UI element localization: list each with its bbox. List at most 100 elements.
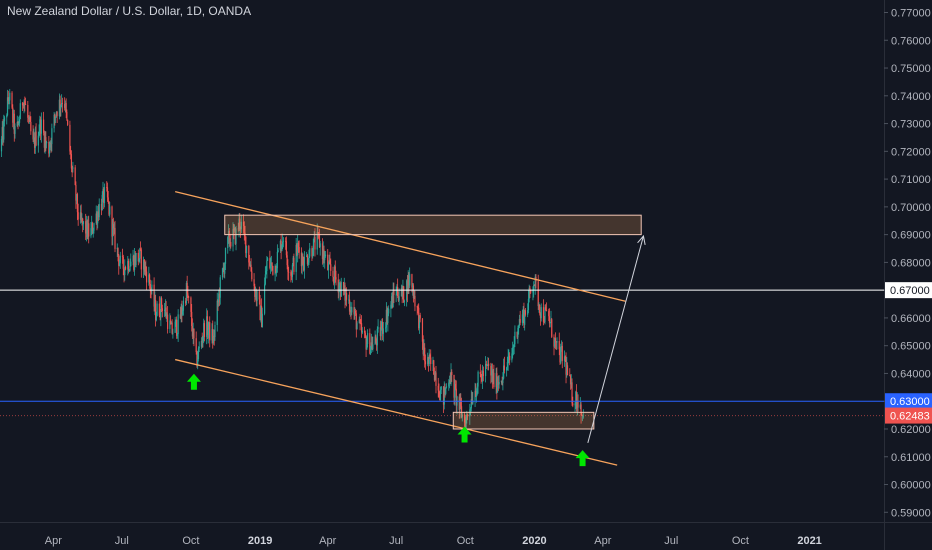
- x-tick-label: Jul: [664, 535, 678, 547]
- candle-body: [124, 266, 127, 270]
- candle-body: [566, 365, 568, 375]
- candle-body: [532, 289, 534, 293]
- candle-body: [82, 218, 84, 225]
- up-arrow-shape: [457, 426, 472, 443]
- up-arrow-marker: [457, 426, 472, 443]
- candle-body: [195, 338, 197, 352]
- candle-body: [277, 250, 279, 252]
- candle-body: [258, 291, 260, 300]
- candle-body: [3, 117, 6, 122]
- candle-body: [85, 220, 88, 234]
- candle-body: [365, 337, 367, 350]
- candle-body: [92, 230, 94, 234]
- candle-body: [17, 121, 19, 124]
- candle-body: [203, 323, 205, 337]
- candle-body: [545, 310, 548, 312]
- candle-body: [416, 306, 418, 308]
- candle-body: [349, 310, 351, 312]
- candle-body: [565, 359, 567, 375]
- price-label-box: [885, 393, 932, 410]
- candle-body: [266, 260, 268, 272]
- candle-body: [358, 319, 360, 324]
- candle-body: [303, 257, 306, 271]
- candle-body: [142, 259, 145, 270]
- candle-body: [498, 381, 500, 385]
- candle-body: [7, 97, 9, 102]
- candle-body: [524, 310, 527, 315]
- up-arrow-marker: [575, 450, 590, 467]
- candle-body: [406, 280, 409, 295]
- candle-body: [391, 296, 393, 308]
- candle-body: [527, 298, 530, 311]
- candle-body: [472, 400, 474, 404]
- candle-body: [70, 151, 72, 155]
- candle-body: [150, 290, 152, 292]
- candle-body: [251, 271, 253, 280]
- candle-body: [2, 127, 4, 140]
- candle-body: [28, 117, 30, 120]
- candle-body: [537, 281, 539, 307]
- candle-body: [417, 307, 419, 308]
- candle-body: [270, 262, 272, 264]
- candle-body: [323, 249, 325, 261]
- candle-body: [449, 379, 451, 384]
- candle-body: [491, 370, 493, 376]
- candle-body: [521, 314, 524, 323]
- candle-body: [286, 255, 288, 266]
- candle-body: [193, 328, 195, 339]
- candle-body: [335, 277, 337, 280]
- candle-body: [213, 335, 215, 338]
- candle-body: [513, 344, 515, 348]
- candle-body: [508, 355, 510, 357]
- candle-body: [275, 265, 277, 273]
- candle-body: [501, 380, 503, 384]
- candle-body: [138, 258, 140, 262]
- candle-body: [166, 314, 168, 318]
- candle-body: [486, 364, 488, 366]
- candle-body: [364, 332, 366, 338]
- candle-body: [382, 322, 384, 334]
- candle-body: [229, 242, 231, 244]
- candle-body: [113, 227, 115, 229]
- candle-body: [543, 321, 545, 323]
- candle-body: [445, 386, 448, 388]
- candle-body: [482, 370, 484, 377]
- candle-body: [518, 325, 520, 328]
- candle-body: [475, 390, 477, 397]
- candle-body: [148, 274, 150, 283]
- candle-body: [185, 300, 187, 304]
- candle-body: [387, 313, 389, 323]
- candle-body: [106, 187, 108, 188]
- price-label-text: 0.67000: [890, 285, 930, 297]
- candle-body: [145, 266, 147, 272]
- candle-body: [6, 115, 8, 118]
- candle-body: [261, 313, 263, 328]
- candle-body: [79, 212, 82, 220]
- candle-body: [533, 285, 535, 290]
- candle-body: [329, 260, 331, 265]
- candle-body: [561, 345, 563, 361]
- candle-body: [342, 282, 345, 291]
- candle-body: [97, 211, 100, 218]
- candle-body: [437, 385, 439, 391]
- candle-body: [337, 279, 339, 293]
- projection-arrow-head: [637, 234, 646, 245]
- candle-body: [9, 92, 11, 101]
- candle-body: [560, 347, 562, 363]
- candle-body: [250, 264, 252, 272]
- candle-body: [316, 232, 318, 250]
- candle-body: [101, 194, 103, 211]
- candle-body: [297, 242, 300, 248]
- candle-body: [519, 319, 521, 323]
- candle-body: [353, 307, 355, 315]
- candle-body: [1, 127, 3, 139]
- candle-body: [424, 347, 426, 362]
- candle-body: [12, 113, 15, 123]
- candle-body: [91, 223, 93, 229]
- candle-body: [393, 290, 395, 295]
- candle-body: [87, 223, 89, 238]
- candle-body: [345, 292, 347, 301]
- candle-body: [274, 265, 276, 275]
- candle-body: [239, 218, 241, 227]
